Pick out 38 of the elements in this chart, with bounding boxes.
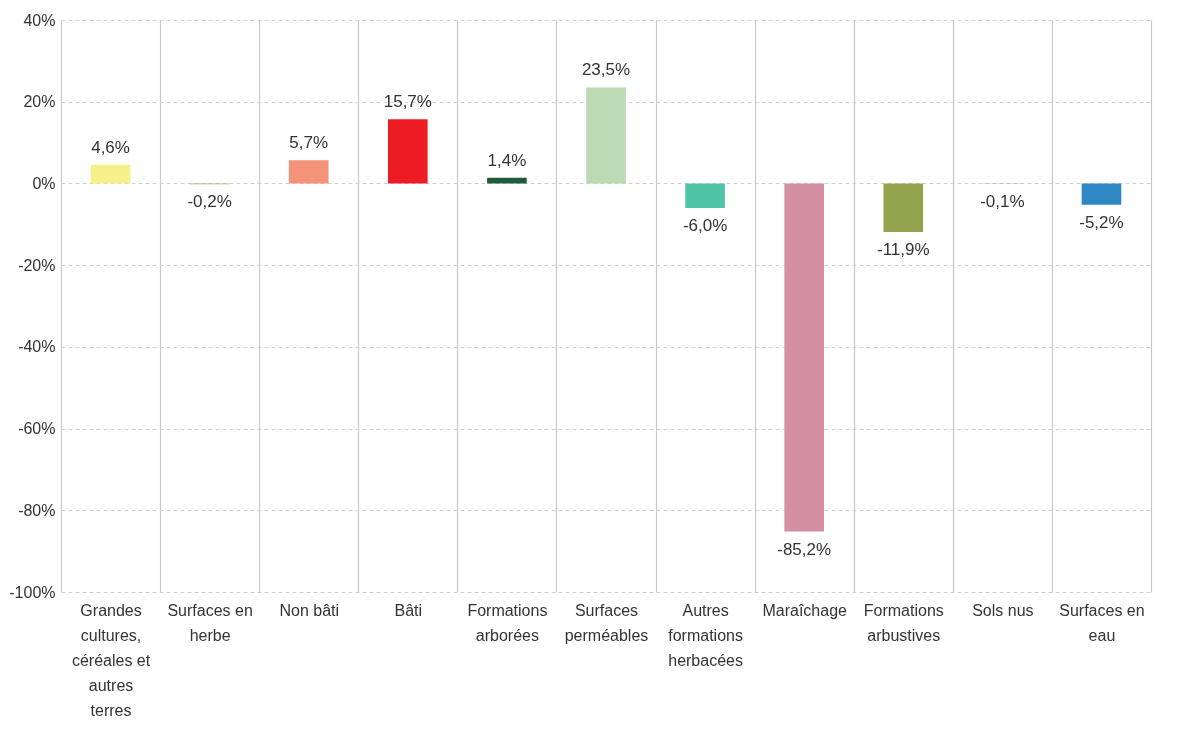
y-tick-label: -20% <box>18 256 56 274</box>
x-tick-label: Bâti <box>394 601 423 619</box>
y-tick-label: 20% <box>23 93 56 111</box>
x-tick-label: Autres formations herbacées <box>668 601 743 669</box>
x-tick-label: Formations arborées <box>467 601 548 644</box>
bar <box>1081 183 1122 205</box>
data-label: 1,4% <box>487 150 527 170</box>
data-label: -0,2% <box>187 192 232 212</box>
x-tick-label: Sols nus <box>972 601 1034 619</box>
data-label: -5,2% <box>1079 212 1124 232</box>
x-tick-label: Surfaces perméables <box>564 601 649 644</box>
x-tick-label: Surfaces en herbe <box>167 601 253 644</box>
data-label: -85,2% <box>777 539 832 559</box>
data-label: -6,0% <box>682 215 728 235</box>
bar <box>685 183 725 208</box>
data-label: 4,6% <box>91 137 130 157</box>
y-tick-label: -80% <box>18 501 56 519</box>
data-label: -0,1% <box>980 191 1025 211</box>
x-tick-label: Maraîchage <box>762 601 848 619</box>
data-label: -11,9% <box>876 240 930 260</box>
bar <box>586 87 626 184</box>
bar <box>388 119 428 184</box>
bar <box>883 183 924 233</box>
y-tick-label: 40% <box>23 11 56 29</box>
data-label: 5,7% <box>289 133 329 153</box>
y-tick-label: -40% <box>18 338 56 356</box>
data-label: 15,7% <box>383 92 432 112</box>
x-tick-label: Formations arbustives <box>863 601 944 644</box>
y-tick-label: 0% <box>32 174 56 192</box>
x-tick-label: Surfaces en eau <box>1059 601 1145 644</box>
x-tick-label: Non bâti <box>279 601 340 619</box>
data-label: 23,5% <box>581 60 631 80</box>
y-tick-label: -100% <box>9 583 56 601</box>
y-tick-label: -60% <box>18 420 56 438</box>
bar <box>784 183 824 532</box>
bar <box>288 160 329 184</box>
x-tick-label: Grandes cultures, céréales et autres terres <box>71 601 151 719</box>
bar <box>90 164 131 184</box>
